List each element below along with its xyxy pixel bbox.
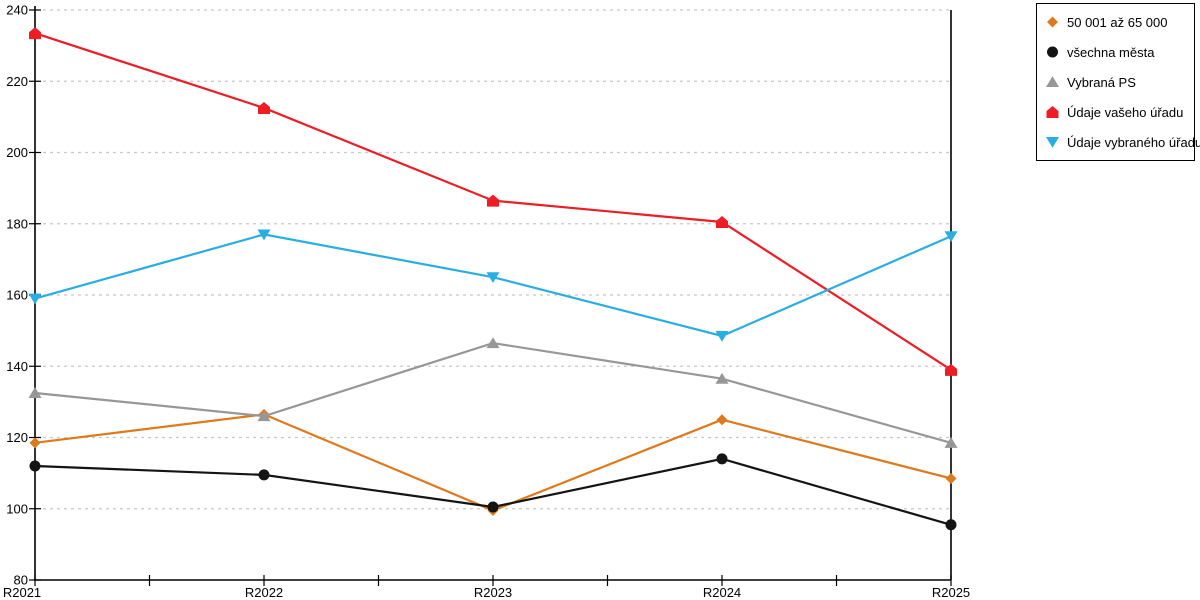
diamond-data-point xyxy=(945,472,957,484)
legend-item[interactable]: 50 001 až 65 000 xyxy=(1045,7,1194,37)
triangle-up-data-point xyxy=(257,410,271,422)
x-axis-label: R2024 xyxy=(703,585,741,600)
pentagon-data-point xyxy=(487,194,499,207)
circle-data-point xyxy=(29,460,41,472)
circle-data-point xyxy=(716,453,728,465)
y-axis-label: 160 xyxy=(6,288,28,303)
legend-label: Údaje vašeho úřadu xyxy=(1067,104,1184,120)
y-axis-label: 80 xyxy=(14,573,28,588)
circle-data-point xyxy=(258,469,270,481)
triangle-down-data-point xyxy=(715,330,729,342)
pentagon-data-point xyxy=(258,101,270,114)
diamond-data-point xyxy=(29,437,41,449)
circle-data-point xyxy=(945,519,957,531)
triangle-down-data-point xyxy=(486,272,500,283)
y-axis-label: 100 xyxy=(6,501,28,516)
series-line-4 xyxy=(34,233,952,338)
circle-marker-icon xyxy=(1045,45,1060,59)
pentagon-marker-icon xyxy=(1045,105,1060,119)
x-axis-label: R2022 xyxy=(245,585,283,600)
triangle-up-data-point xyxy=(715,372,729,384)
pentagon-data-point xyxy=(945,363,957,376)
y-axis-label: 240 xyxy=(6,3,28,18)
triangle-up-data-point xyxy=(486,337,500,349)
x-axis-label: R2023 xyxy=(474,585,512,600)
triangle-down-data-point xyxy=(944,231,958,243)
triangle-down-marker-icon xyxy=(1045,135,1060,149)
legend-label: všechna města xyxy=(1067,44,1155,60)
legend-item[interactable]: Údaje vašeho úřadu xyxy=(1045,97,1194,127)
legend-item[interactable]: Údaje vybraného úřadu xyxy=(1045,127,1200,157)
pentagon-data-point xyxy=(29,27,41,40)
diamond-data-point xyxy=(716,414,728,426)
x-axis-label: R2025 xyxy=(932,585,970,600)
legend-label: Vybraná PS xyxy=(1067,74,1136,90)
y-axis-label: 220 xyxy=(6,74,28,89)
diamond-marker-icon xyxy=(1045,15,1060,29)
pentagon-data-point xyxy=(716,215,728,228)
chart-legend: 50 001 až 65 000 všechna města Vybraná PS Ú… xyxy=(1036,3,1200,161)
legend-item[interactable]: všechna města xyxy=(1045,37,1194,67)
legend-label: 50 001 až 65 000 xyxy=(1067,14,1168,30)
y-axis-label: 200 xyxy=(6,145,28,160)
y-axis-label: 140 xyxy=(6,359,28,374)
triangle-down-data-point xyxy=(257,229,271,241)
triangle-up-marker-icon xyxy=(1045,75,1060,89)
y-axis-label: 180 xyxy=(6,216,28,231)
series-line-2 xyxy=(34,341,952,444)
triangle-up-data-point xyxy=(944,437,958,448)
legend-item[interactable]: Vybraná PS xyxy=(1045,67,1194,97)
y-axis-label: 120 xyxy=(6,430,28,445)
series-line-0 xyxy=(34,413,952,512)
triangle-up-data-point xyxy=(28,387,42,398)
circle-data-point xyxy=(487,501,499,513)
x-axis-label: R2021 xyxy=(3,585,41,600)
legend-label: Údaje vybraného úřadu xyxy=(1067,134,1200,150)
triangle-down-data-point xyxy=(28,293,42,305)
